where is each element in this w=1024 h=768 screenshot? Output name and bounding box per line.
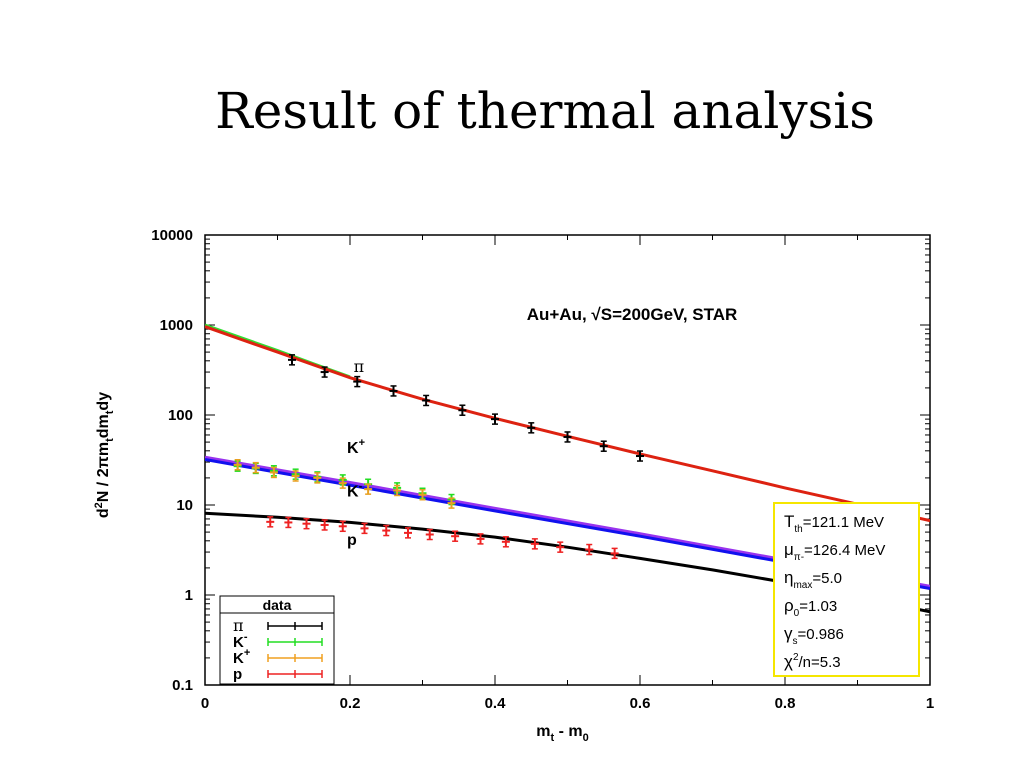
parameter-box-frame xyxy=(773,502,920,677)
data-point xyxy=(233,459,242,471)
slide-title: Result of thermal analysis xyxy=(215,82,875,140)
data-point xyxy=(527,422,536,434)
chart-labels: Au+Au, √S=200GeV, STAR π K+ K-p xyxy=(347,305,737,549)
data-point xyxy=(302,517,311,530)
data-point xyxy=(425,528,434,541)
data-point xyxy=(338,477,347,489)
x-tick-label: 0 xyxy=(201,695,209,712)
data-point xyxy=(610,547,619,560)
curve-label: K- xyxy=(347,480,363,500)
legend-label: π xyxy=(233,616,244,635)
y-tick-label: 0.1 xyxy=(172,677,193,694)
chart-legend: data πK-K+p xyxy=(219,595,335,685)
data-point xyxy=(501,536,510,548)
data-point xyxy=(360,522,369,535)
x-tick-label: 0.2 xyxy=(340,695,361,712)
x-tick-label: 0.8 xyxy=(775,695,796,712)
parameter-line: ηmax=5.0 xyxy=(784,568,842,591)
data-point xyxy=(320,366,329,378)
data-point xyxy=(418,488,427,501)
x-tick-label: 0.6 xyxy=(630,695,651,712)
data-point xyxy=(389,385,398,397)
data-point xyxy=(353,375,362,388)
data-points xyxy=(233,354,644,560)
data-point xyxy=(404,527,412,539)
chart-annotation: Au+Au, √S=200GeV, STAR xyxy=(527,305,738,324)
y-tick-label: 10 xyxy=(176,497,193,514)
data-point xyxy=(447,497,456,509)
data-point xyxy=(291,470,300,482)
data-point xyxy=(284,516,293,529)
parameter-line: γs=0.986 xyxy=(784,624,844,647)
curve-label: π xyxy=(354,357,365,376)
y-tick-label: 1000 xyxy=(160,317,193,334)
fit-curve xyxy=(205,325,930,523)
data-point xyxy=(599,440,608,452)
x-tick-label: 1 xyxy=(926,695,934,712)
legend-label: K- xyxy=(233,631,248,651)
parameter-line: Tth=121.1 MeV xyxy=(784,512,884,535)
data-point xyxy=(458,404,467,416)
legend-box xyxy=(219,595,335,685)
y-tick-label: 10000 xyxy=(151,227,193,244)
parameter-box: Tth=121.1 MeV μπ-=126.4 MeV ηmax=5.0 ρ0=1.0… xyxy=(773,502,920,677)
curve-label: p xyxy=(347,532,357,549)
y-tick-label: 100 xyxy=(168,407,193,424)
x-tick-label: 0.4 xyxy=(485,695,507,712)
data-point xyxy=(251,461,260,474)
data-point xyxy=(476,533,485,545)
y-axis-title: d2N / 2πmtdmtdy xyxy=(93,392,116,518)
data-point xyxy=(563,431,572,443)
data-point xyxy=(491,413,499,425)
curve-label: K+ xyxy=(347,437,365,457)
data-point xyxy=(451,530,460,542)
parameter-line: ρ0=1.03 xyxy=(784,596,837,619)
data-point xyxy=(382,524,391,537)
data-point xyxy=(338,520,347,533)
data-point xyxy=(530,538,539,550)
y-tick-label: 1 xyxy=(185,587,193,604)
data-point xyxy=(364,483,373,495)
data-point xyxy=(313,472,322,484)
legend-title: data xyxy=(263,597,292,613)
data-point xyxy=(266,516,275,528)
data-point xyxy=(393,484,402,497)
data-point xyxy=(269,466,278,479)
data-point xyxy=(320,519,329,531)
data-point xyxy=(556,541,565,553)
parameter-line: μπ-=126.4 MeV xyxy=(784,540,885,563)
data-point xyxy=(288,354,296,366)
data-point xyxy=(636,450,644,462)
parameter-line: χ2/n=5.3 xyxy=(784,652,841,671)
legend-label: p xyxy=(233,666,242,683)
legend-label: K+ xyxy=(233,647,250,667)
data-point xyxy=(422,394,431,407)
chart-axes: 0.1 1 10 100 1000 10000 0 0.2 0.4 0.6 0.8 1 mt - m0 d… xyxy=(93,227,934,744)
x-axis-title: mt - m0 xyxy=(536,723,588,744)
data-point xyxy=(585,543,594,556)
